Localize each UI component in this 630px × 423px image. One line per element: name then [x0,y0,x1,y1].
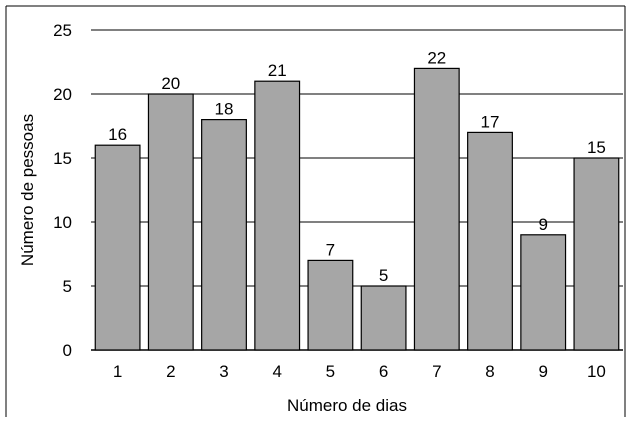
bar [201,118,247,351]
bar [467,131,513,351]
bar-value-label: 21 [268,61,287,80]
bar-value-label: 17 [481,112,500,131]
bar-value-label: 22 [427,48,446,67]
bar [520,234,567,351]
y-tick-label: 20 [53,85,72,104]
bar [307,259,354,351]
y-axis-title: Número de pessoas [18,114,37,266]
x-tick-label: 3 [219,362,228,381]
x-axis-title: Número de dias [287,396,407,415]
y-tick-label: 25 [53,21,72,40]
x-tick-label: 9 [538,362,547,381]
bar [360,285,407,351]
bar-value-label: 9 [538,215,547,234]
x-tick-label: 6 [379,362,388,381]
x-tick-label: 5 [326,362,335,381]
bar-value-label: 18 [215,100,234,119]
bars [94,67,620,351]
x-tick-label: 10 [587,362,606,381]
bar [573,157,620,351]
bar-value-label: 15 [587,138,606,157]
bar-value-label: 20 [161,74,180,93]
y-axis-ticks: 0 5 10 15 20 25 [53,21,72,360]
bar [94,144,141,351]
bar-value-label: 7 [326,240,335,259]
x-tick-label: 1 [113,362,122,381]
x-tick-label: 7 [432,362,441,381]
y-tick-label: 15 [53,149,72,168]
x-tick-label: 8 [485,362,494,381]
x-tick-label: 4 [272,362,281,381]
x-tick-label: 2 [166,362,175,381]
y-tick-label: 5 [63,277,72,296]
y-tick-label: 0 [63,341,72,360]
bar [413,67,460,351]
x-axis-ticks: 1 2 3 4 5 6 7 8 9 10 [113,362,606,381]
bar-value-label: 16 [108,125,127,144]
bar [254,80,301,351]
y-tick-label: 10 [53,213,72,232]
bar [147,93,194,351]
bar-value-label: 5 [379,266,388,285]
chart-frame [5,5,626,417]
data-labels: 16 20 18 21 7 5 22 17 9 15 [108,48,606,285]
